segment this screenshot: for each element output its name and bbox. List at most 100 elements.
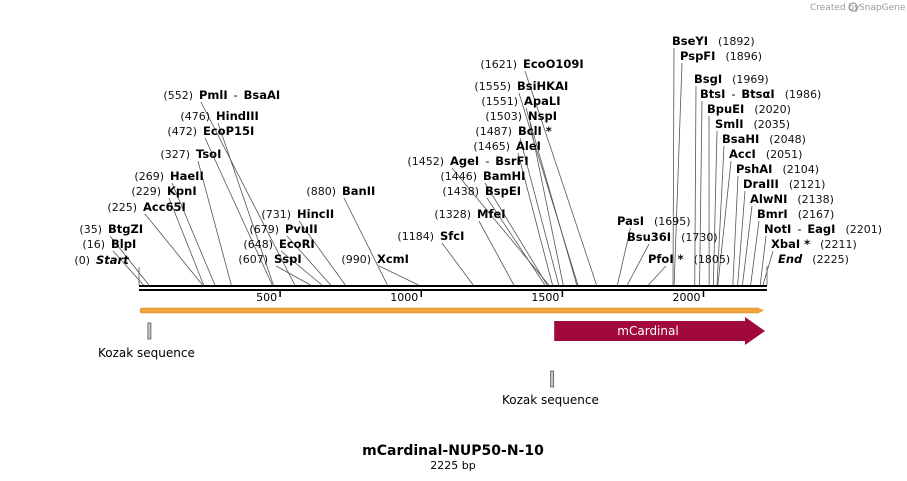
enzyme-name[interactable]: AleI [516,139,541,153]
enzyme-name[interactable]: BtsI [700,87,725,101]
enzyme-name[interactable]: SfcI [440,229,464,243]
enzyme-name[interactable]: BmrI [757,207,788,221]
site-position: (1551) [481,95,518,108]
enzyme-name[interactable]: BseYI [672,34,708,48]
enzyme-name[interactable]: PvuII [285,222,318,236]
enzyme-name[interactable]: BsgI [694,72,722,86]
kozak-label-2: Kozak sequence [502,393,599,407]
site-position: (2121) [789,178,826,191]
site-position: (2225) [812,253,849,266]
ruler-tick-label: 2000 [672,291,700,304]
enzyme-name[interactable]: PmlI [199,88,228,102]
enzyme-name[interactable]: Bsu36I [627,230,671,244]
site-position: (1730) [681,231,718,244]
site-position: (16) [82,238,105,251]
enzyme-name[interactable]: BclI * [518,124,552,138]
enzyme-name[interactable]: SmlI [715,117,744,131]
site-position: (2020) [754,103,791,116]
enzyme-name[interactable]: BtgZI [108,222,143,236]
orf-bar[interactable] [140,307,764,314]
ruler-tick-label: 500 [256,291,277,304]
enzyme-name[interactable]: PfoI * [648,252,684,266]
enzyme-name[interactable]: PspFI [680,49,715,63]
enzyme-name[interactable]: PasI [617,214,644,228]
site-position: (2035) [754,118,791,131]
site-position: (648) [243,238,273,251]
site-position: (1896) [725,50,762,63]
enzyme-name[interactable]: Acc65I [143,200,186,214]
ruler-tick-label: 1000 [390,291,418,304]
site-position: (731) [261,208,291,221]
enzyme-name[interactable]: AlwNI [750,192,787,206]
enzyme-name[interactable]: EcoO109I [523,57,584,71]
site-position: (1438) [442,185,479,198]
enzyme-name[interactable]: AgeI [450,154,479,168]
enzyme-name[interactable]: End [778,252,803,266]
site-connector-line [751,221,759,285]
enzyme-name[interactable]: XcmI [377,252,409,266]
site-position: (990) [341,253,371,266]
enzyme-name[interactable]: BamHI [483,169,525,183]
enzyme-name[interactable]: Start [96,253,129,267]
mcardinal-feature[interactable]: mCardinal [554,317,765,345]
site-position: (1452) [407,155,444,168]
enzyme-name-secondary[interactable]: BsaAI [244,88,281,102]
site-position: (679) [249,223,279,236]
site-position: (2138) [797,193,834,206]
enzyme-name[interactable]: HindIII [216,109,259,123]
site-position: (1621) [480,58,517,71]
enzyme-name[interactable]: ApaLI [524,94,561,108]
site-position: (1184) [397,230,434,243]
site-connector-line [648,266,665,285]
enzyme-name[interactable]: EcoP15I [203,124,254,138]
enzyme-name[interactable]: AccI [729,147,756,161]
site-position: (552) [163,89,193,102]
site-connector-line [733,176,738,285]
ruler-ticks: 500 1000 1500 2000 [256,291,703,304]
enzyme-name[interactable]: BsaHI [722,132,759,146]
enzyme-separator: - [731,87,735,101]
enzyme-name[interactable]: HincII [297,207,334,221]
enzyme-name[interactable]: HaeII [170,169,204,183]
snapgene-credit: Created by SnapGene [810,3,906,13]
ruler-tick-label: 1500 [531,291,559,304]
site-connector-line [627,244,649,285]
enzyme-name[interactable]: EcoRI [279,237,315,251]
plasmid-map: Created by SnapGene Start(0)BlpI(16)BtgZ… [0,0,907,481]
enzyme-name[interactable]: NspI [528,109,557,123]
orf-arrowhead-icon [757,307,764,314]
site-position: (1446) [440,170,477,183]
mcardinal-label: mCardinal [617,324,678,338]
enzyme-name[interactable]: MfeI [477,207,506,221]
enzyme-name[interactable]: KpnI [167,184,197,198]
enzyme-name[interactable]: BanII [342,184,375,198]
site-position: (2051) [766,148,803,161]
site-position: (607) [238,253,268,266]
enzyme-name[interactable]: BpuEI [707,102,744,116]
enzyme-separator: - [797,222,801,236]
site-connector-line [673,48,674,285]
enzyme-name[interactable]: XbaI * [771,237,810,251]
kozak-feature-2[interactable]: Kozak sequence [502,371,599,407]
enzyme-name[interactable]: DraIII [743,177,779,191]
enzyme-name[interactable]: BspEI [485,184,521,198]
enzyme-name-secondary[interactable]: BtsαI [741,87,774,101]
site-position: (1328) [434,208,471,221]
enzyme-name[interactable]: PshAI [736,162,772,176]
site-position: (1986) [785,88,822,101]
kozak-feature-1[interactable]: Kozak sequence [98,323,195,360]
enzyme-name[interactable]: SspI [274,252,302,266]
enzyme-name[interactable]: BlpI [111,237,136,251]
enzyme-name[interactable]: NotI [764,222,791,236]
site-connector-line [763,251,773,285]
enzyme-name-secondary[interactable]: BsrFI [495,154,528,168]
enzyme-name-secondary[interactable]: EagI [807,222,835,236]
site-position: (1892) [718,35,755,48]
enzyme-name[interactable]: TsoI [196,147,221,161]
site-connector-line [742,206,752,285]
enzyme-name[interactable]: BsiHKAI [517,79,568,93]
kozak-box-2 [551,371,554,387]
kozak-label-1: Kozak sequence [98,346,195,360]
orf-body [140,308,758,313]
site-position: (1465) [473,140,510,153]
